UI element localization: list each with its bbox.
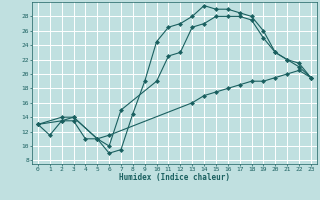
X-axis label: Humidex (Indice chaleur): Humidex (Indice chaleur) <box>119 173 230 182</box>
